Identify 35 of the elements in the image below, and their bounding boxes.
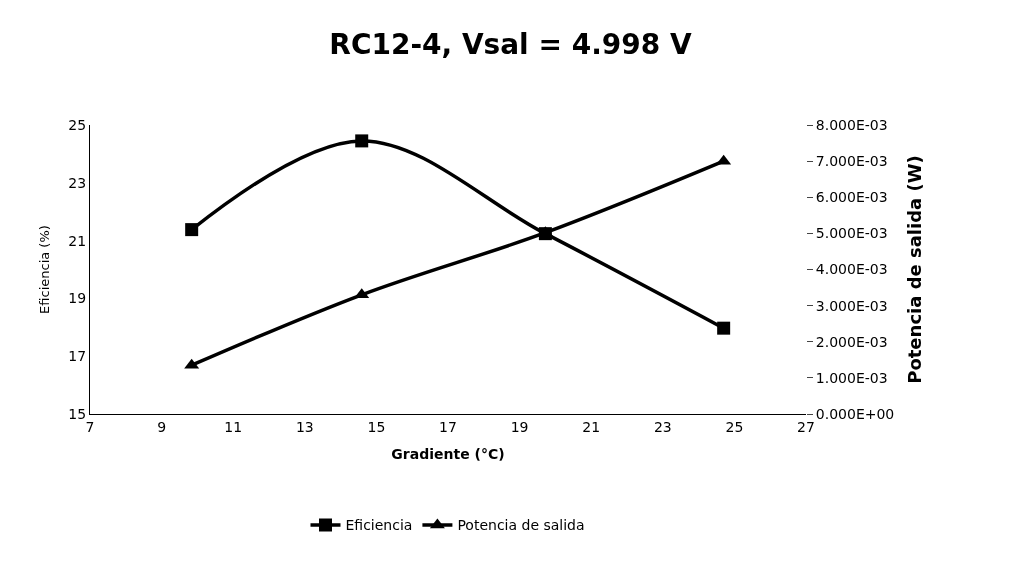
y2-tick-label: 2.000E-03: [815, 333, 888, 350]
x-tick-label: 17: [439, 418, 457, 435]
x-tick-label: 9: [157, 418, 167, 435]
y-tick-label: 21: [68, 232, 87, 249]
y-axis-title: Eficiencia (%): [37, 225, 53, 314]
x-tick-label: 11: [224, 418, 243, 435]
legend-label: Potencia de salida: [457, 517, 585, 534]
y-tick-label: 25: [68, 116, 87, 133]
x-tick-label: 13: [295, 418, 314, 435]
x-tick-label: 7: [85, 418, 95, 435]
y2-tick-label: 7.000E-03: [815, 153, 888, 170]
y-tick-label: 19: [68, 290, 87, 307]
y-tick-label: 15: [68, 405, 87, 422]
point: [717, 321, 731, 335]
x-tick-label: 19: [510, 418, 529, 435]
y2-tick-label: 4.000E-03: [815, 261, 888, 278]
y-tick-label: 17: [68, 348, 87, 365]
legend-label: Eficiencia: [345, 517, 413, 534]
chart-title: RC12-4, Vsal = 4.998 V: [329, 28, 692, 62]
x-axis-title: Gradiente (°C): [391, 446, 505, 463]
y2-tick-label: 0.000E+00: [815, 405, 895, 422]
point: [355, 134, 369, 148]
x-tick-label: 21: [582, 418, 601, 435]
x-tick-label: 27: [797, 418, 815, 435]
y2-tick-label: 1.000E-03: [815, 369, 888, 386]
y2-tick-label: 8.000E-03: [815, 116, 888, 133]
x-tick-label: 23: [653, 418, 672, 435]
y2-tick-label: 5.000E-03: [815, 225, 888, 242]
y2-tick-label: 3.000E-03: [815, 297, 888, 314]
x-tick-label: 15: [367, 418, 386, 435]
point: [185, 223, 199, 237]
y2-tick-label: 6.000E-03: [815, 189, 888, 206]
y-tick-label: 23: [68, 174, 87, 191]
y2-axis-title: Potencia de salida (W): [904, 155, 926, 384]
x-tick-label: 25: [725, 418, 744, 435]
